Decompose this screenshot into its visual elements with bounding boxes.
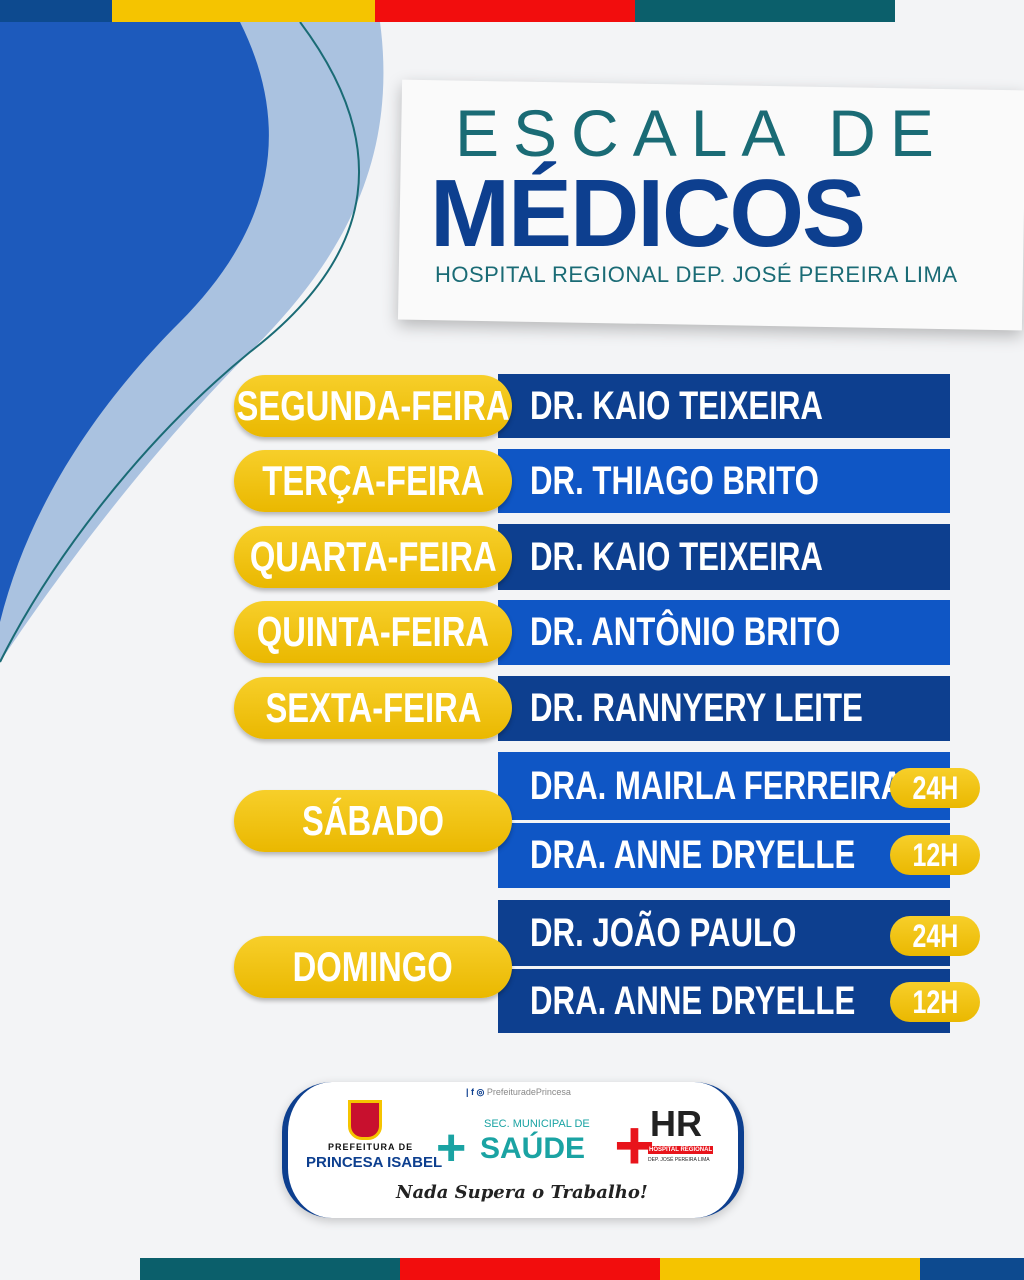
decorative-photo-wave bbox=[0, 22, 384, 663]
hours-badge: 12H bbox=[890, 982, 980, 1022]
doctor-bar: DR. THIAGO BRITO bbox=[498, 449, 950, 513]
princesa-isabel-label: PRINCESA ISABEL bbox=[306, 1154, 443, 1171]
hr-sub2: DEP. JOSÉ PEREIRA LIMA bbox=[648, 1157, 710, 1163]
hr-logo: HR bbox=[650, 1103, 702, 1144]
top-stripe-blue bbox=[0, 0, 112, 22]
facebook-instagram-icon: | f ◎ bbox=[466, 1087, 487, 1097]
secretaria-label: SEC. MUNICIPAL DE bbox=[484, 1118, 590, 1130]
saude-label: SAÚDE bbox=[480, 1132, 586, 1165]
top-stripe-yellow bbox=[112, 0, 375, 22]
day-label: TERÇA-FEIRA bbox=[234, 450, 512, 512]
doctor-bar: DRA. ANNE DRYELLE bbox=[498, 969, 950, 1033]
hours-badge: 24H bbox=[890, 768, 980, 808]
day-label: QUINTA-FEIRA bbox=[234, 601, 512, 663]
title-line-2: MÉDICOS bbox=[430, 160, 866, 267]
footer-logos: | f ◎ PrefeituradePrincesa PREFEITURA DE… bbox=[282, 1082, 744, 1218]
hours-badge: 12H bbox=[890, 835, 980, 875]
doctor-bar: DR. JOÃO PAULO bbox=[498, 900, 950, 966]
doctor-bar: DR. RANNYERY LEITE bbox=[498, 676, 950, 741]
social-handle: | f ◎ PrefeituradePrincesa bbox=[466, 1087, 571, 1097]
bottom-stripe-yellow bbox=[660, 1258, 920, 1280]
bottom-stripe-red bbox=[400, 1258, 660, 1280]
hospital-cross-icon: + bbox=[614, 1106, 655, 1184]
day-label: SEXTA-FEIRA bbox=[234, 677, 512, 739]
day-label: SEGUNDA-FEIRA bbox=[234, 375, 512, 437]
doctor-bar: DR. KAIO TEIXEIRA bbox=[498, 374, 950, 438]
day-label: QUARTA-FEIRA bbox=[234, 526, 512, 588]
doctor-bar: DR. ANTÔNIO BRITO bbox=[498, 600, 950, 665]
hr-sub1: HOSPITAL REGIONAL bbox=[648, 1146, 714, 1154]
doctor-bar: DRA. MAIRLA FERREIRA bbox=[498, 752, 950, 820]
slogan: Nada Supera o Trabalho! bbox=[396, 1182, 648, 1203]
top-stripe-teal bbox=[635, 0, 895, 22]
title-line-1: ESCALA DE bbox=[455, 96, 948, 170]
hospital-subtitle: HOSPITAL REGIONAL DEP. JOSÉ PEREIRA LIMA bbox=[435, 262, 958, 287]
bottom-stripe-teal bbox=[140, 1258, 400, 1280]
day-label: SÁBADO bbox=[234, 790, 512, 852]
coat-of-arms-icon bbox=[348, 1100, 382, 1140]
doctor-bar: DR. KAIO TEIXEIRA bbox=[498, 524, 950, 590]
bottom-stripe-blue bbox=[920, 1258, 1024, 1280]
day-label: DOMINGO bbox=[234, 936, 512, 998]
doctor-bar: DRA. ANNE DRYELLE bbox=[498, 823, 950, 888]
top-stripe-red bbox=[375, 0, 635, 22]
health-cross-icon: + bbox=[436, 1119, 467, 1177]
hours-badge: 24H bbox=[890, 916, 980, 956]
prefeitura-label: PREFEITURA DE bbox=[328, 1142, 414, 1152]
